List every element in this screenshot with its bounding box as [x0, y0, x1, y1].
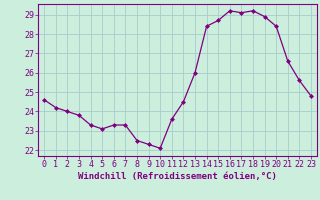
X-axis label: Windchill (Refroidissement éolien,°C): Windchill (Refroidissement éolien,°C)	[78, 172, 277, 181]
